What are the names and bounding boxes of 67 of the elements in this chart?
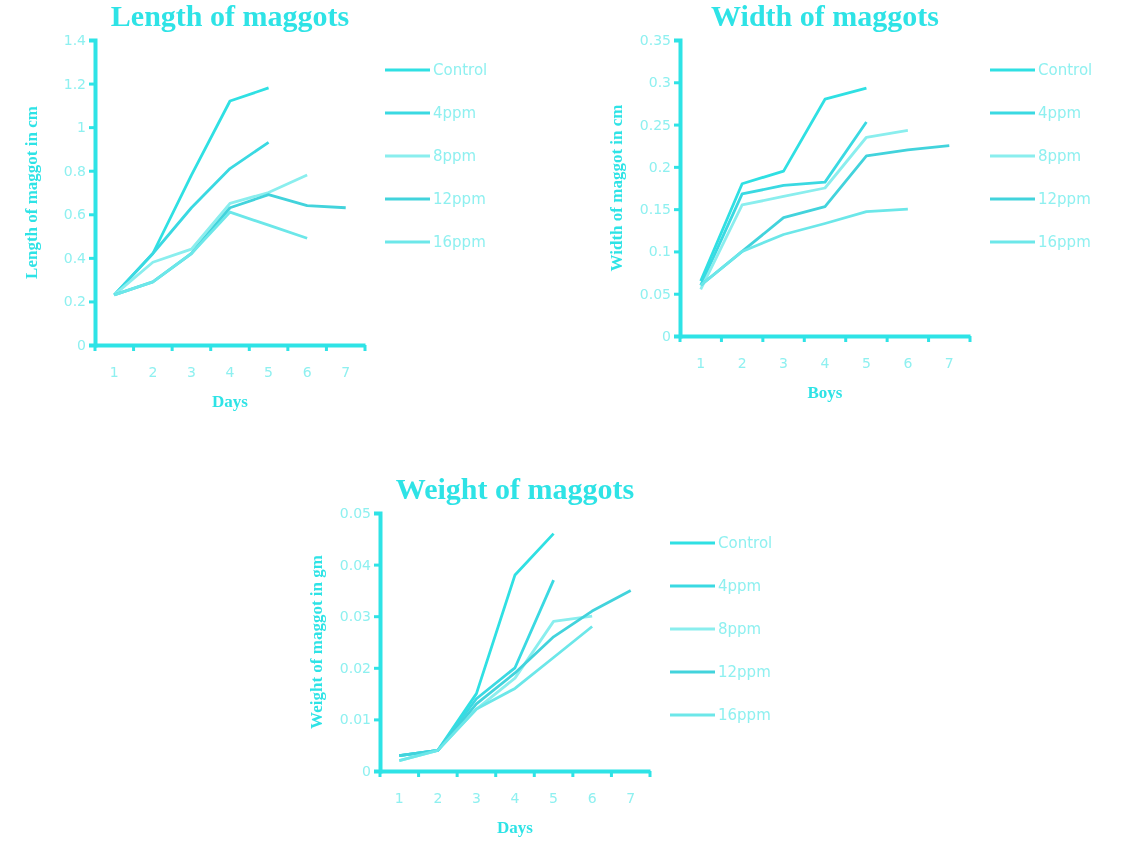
legend-label: 4ppm bbox=[1038, 104, 1082, 123]
x-tick-label: 5 bbox=[861, 354, 871, 371]
x-tick-label: 5 bbox=[264, 363, 274, 380]
y-tick-label: 0.05 bbox=[639, 285, 671, 302]
x-tick-label: 3 bbox=[471, 789, 481, 806]
y-axis-title: Weight of maggot in gm bbox=[307, 555, 326, 729]
legend-label: 12ppm bbox=[433, 190, 486, 209]
legend-label: 16ppm bbox=[718, 706, 771, 725]
x-axis-title: Days bbox=[212, 392, 249, 411]
x-tick-label: 5 bbox=[549, 789, 559, 806]
y-tick-label: 0.1 bbox=[648, 243, 671, 260]
x-tick-label: 4 bbox=[225, 363, 235, 380]
x-tick-label: 3 bbox=[779, 354, 789, 371]
x-axis-title: Boys bbox=[807, 383, 843, 402]
x-tick-label: 6 bbox=[302, 363, 312, 380]
x-tick-label: 7 bbox=[944, 354, 954, 371]
legend-label: 12ppm bbox=[1038, 190, 1091, 209]
y-tick-label: 0 bbox=[77, 336, 86, 353]
y-tick-label: 0.8 bbox=[63, 162, 86, 179]
y-axis-title: Width of maggot in cm bbox=[607, 104, 626, 272]
legend-label: 8ppm bbox=[433, 147, 477, 166]
y-tick-label: 0.15 bbox=[639, 201, 671, 218]
legend-label: Control bbox=[1038, 61, 1093, 80]
legend-label: Control bbox=[718, 534, 773, 553]
legend-label: 16ppm bbox=[433, 233, 486, 252]
y-tick-label: 1 bbox=[77, 119, 86, 136]
legend-label: 12ppm bbox=[718, 663, 771, 682]
x-tick-label: 4 bbox=[820, 354, 830, 371]
chart-title: Length of maggots bbox=[110, 0, 350, 32]
y-tick-label: 0.4 bbox=[63, 249, 87, 266]
x-tick-label: 2 bbox=[148, 363, 158, 380]
x-tick-label: 7 bbox=[341, 363, 351, 380]
y-tick-label: 0.05 bbox=[339, 504, 371, 521]
y-tick-label: 0.01 bbox=[339, 711, 371, 728]
legend-label: Control bbox=[433, 61, 488, 80]
legend-label: 4ppm bbox=[433, 104, 477, 123]
y-tick-label: 0.03 bbox=[339, 608, 371, 625]
y-tick-label: 1.4 bbox=[63, 31, 87, 48]
x-tick-label: 6 bbox=[903, 354, 913, 371]
x-tick-label: 1 bbox=[109, 363, 119, 380]
legend-label: 8ppm bbox=[1038, 147, 1082, 166]
y-tick-label: 0.04 bbox=[339, 556, 372, 573]
legend-label: 16ppm bbox=[1038, 233, 1091, 252]
y-tick-label: 0.6 bbox=[63, 206, 87, 223]
chart-title: Width of maggots bbox=[711, 0, 939, 32]
legend-label: 8ppm bbox=[718, 620, 762, 639]
x-axis-title: Days bbox=[497, 818, 534, 837]
chart-title: Weight of maggots bbox=[395, 472, 635, 505]
x-tick-label: 1 bbox=[696, 354, 706, 371]
x-tick-label: 1 bbox=[394, 789, 404, 806]
y-tick-label: 0.25 bbox=[639, 116, 671, 133]
x-tick-label: 6 bbox=[587, 789, 597, 806]
y-tick-label: 0 bbox=[662, 327, 671, 344]
x-tick-label: 4 bbox=[510, 789, 520, 806]
x-tick-label: 2 bbox=[433, 789, 443, 806]
x-tick-label: 7 bbox=[626, 789, 636, 806]
legend-label: 4ppm bbox=[718, 577, 762, 596]
y-tick-label: 1.2 bbox=[63, 75, 86, 92]
y-axis-title: Length of maggot in cm bbox=[22, 106, 41, 279]
x-tick-label: 3 bbox=[186, 363, 196, 380]
y-tick-label: 0.2 bbox=[648, 158, 671, 175]
y-tick-label: 0.3 bbox=[648, 74, 671, 91]
y-tick-label: 0 bbox=[362, 762, 371, 779]
y-tick-label: 0.2 bbox=[63, 293, 86, 310]
x-tick-label: 2 bbox=[737, 354, 747, 371]
y-tick-label: 0.02 bbox=[339, 659, 371, 676]
y-tick-label: 0.35 bbox=[639, 31, 671, 48]
